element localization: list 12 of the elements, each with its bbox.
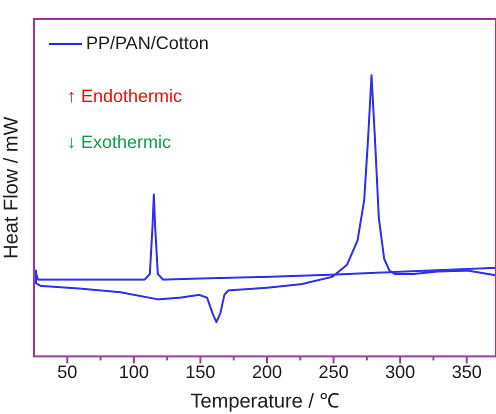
x-tick-label: 50 [57, 362, 78, 382]
x-tick-label: 250 [318, 362, 349, 382]
x-axis-title: Temperature / ℃ [190, 390, 340, 413]
y-axis-title: Heat Flow / mW [0, 116, 23, 259]
x-tick-label: 100 [118, 362, 149, 382]
annotation: ↓ Exothermic [67, 132, 172, 152]
annotation: ↑ Endothermic [67, 86, 182, 106]
x-tick-label: 350 [452, 362, 482, 382]
x-tick-label: 300 [385, 362, 416, 382]
x-tick-label: 150 [185, 362, 216, 382]
legend-label: PP/PAN/Cotton [86, 32, 209, 53]
x-tick-label: 200 [252, 362, 282, 382]
